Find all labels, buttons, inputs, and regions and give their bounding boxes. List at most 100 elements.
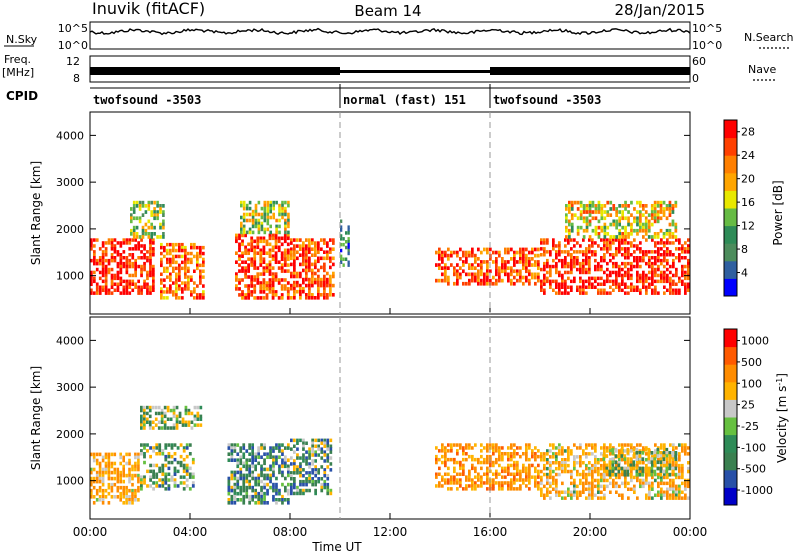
heatmap-cell — [240, 227, 243, 232]
heatmap-cell — [507, 272, 510, 277]
heatmap-cell — [323, 277, 326, 282]
heatmap-cell — [528, 263, 531, 267]
heatmap-cell — [149, 264, 152, 269]
heatmap-cell — [342, 257, 345, 261]
heatmap-cell — [531, 454, 534, 459]
heatmap-cell — [441, 443, 444, 447]
heatmap-cell — [230, 488, 234, 493]
heatmap-cell — [666, 261, 669, 266]
heatmap-cell — [305, 283, 308, 288]
heatmap-cell — [326, 280, 329, 285]
heatmap-cell — [125, 495, 128, 499]
heatmap-cell — [158, 484, 162, 488]
heatmap-cell — [159, 225, 162, 230]
heatmap-cell — [241, 293, 244, 297]
heatmap-cell — [459, 466, 462, 471]
heatmap-cell — [608, 472, 612, 477]
heatmap-cell — [247, 242, 250, 247]
heatmap-cell — [190, 293, 193, 297]
heatmap-cell — [329, 286, 332, 291]
heatmap-cell — [624, 235, 627, 239]
heatmap-cell — [639, 213, 642, 217]
heatmap-cell — [624, 273, 627, 278]
heatmap-cell — [119, 253, 123, 257]
heatmap-cell — [125, 258, 129, 263]
heatmap-cell — [92, 495, 96, 499]
heatmap-cell — [147, 207, 151, 211]
heatmap-cell — [290, 274, 293, 279]
heatmap-cell — [262, 257, 266, 261]
heatmap-cell — [95, 285, 99, 289]
heatmap-cell — [600, 213, 604, 217]
heatmap-cell — [262, 236, 266, 241]
heatmap-cell — [621, 216, 624, 221]
heatmap-cell — [155, 475, 159, 479]
heatmap-cell — [582, 267, 585, 272]
heatmap-cell — [534, 484, 537, 488]
heatmap-cell — [573, 461, 576, 465]
heatmap-cell — [146, 449, 149, 453]
heatmap-cell — [576, 496, 579, 500]
heatmap-cell — [591, 469, 594, 474]
heatmap-cell — [314, 253, 317, 257]
heatmap-cell — [347, 263, 350, 267]
heatmap-cell — [438, 481, 441, 485]
heatmap-cell — [110, 461, 114, 466]
heatmap-cell — [311, 241, 314, 245]
heatmap-cell — [525, 260, 528, 264]
heatmap-cell — [131, 273, 135, 278]
heatmap-cell — [513, 257, 516, 261]
heatmap-cell — [570, 247, 573, 251]
heatmap-cell — [555, 490, 558, 494]
heatmap-cell — [561, 273, 564, 278]
heatmap-cell — [320, 280, 323, 285]
heatmap-cell — [296, 491, 299, 496]
heatmap-cell — [259, 284, 263, 288]
heatmap-cell — [579, 216, 583, 221]
heatmap-cell — [651, 496, 654, 500]
station-title: Inuvik (fitACF) — [92, 0, 205, 18]
heatmap-cell — [588, 461, 591, 465]
heatmap-cell — [579, 270, 582, 275]
heatmap-cell — [498, 463, 501, 468]
heatmap-cell — [558, 466, 561, 471]
heatmap-cell — [311, 247, 314, 251]
heatmap-cell — [617, 454, 621, 458]
heatmap-cell — [660, 493, 663, 497]
heatmap-cell — [140, 270, 143, 275]
heatmap-cell — [618, 461, 621, 465]
heatmap-cell — [561, 282, 564, 286]
heatmap-cell — [256, 251, 260, 255]
heatmap-cell — [131, 495, 134, 499]
heatmap-cell — [122, 495, 125, 499]
heatmap-cell — [247, 257, 250, 261]
heatmap-cell — [639, 291, 642, 295]
heatmap-cell — [293, 450, 296, 454]
heatmap-cell — [137, 498, 140, 502]
heatmap-cell — [522, 266, 525, 270]
heatmap-cell — [687, 261, 690, 266]
heatmap-cell — [687, 282, 690, 286]
heatmap-cell — [588, 279, 591, 284]
x-axis-label: Time UT — [311, 540, 362, 554]
heatmap-cell — [190, 426, 194, 430]
cpid-label: CPID — [6, 89, 38, 103]
heatmap-cell — [675, 446, 678, 450]
heatmap-cell — [101, 279, 105, 284]
heatmap-cell — [236, 461, 240, 466]
freq-band — [90, 67, 690, 75]
heatmap-cell — [152, 472, 155, 476]
heatmap-cell — [161, 466, 165, 471]
heatmap-cell — [657, 475, 660, 480]
colorbar-tick-label: -100 — [741, 441, 766, 454]
heatmap-cell — [254, 488, 257, 493]
heatmap-cell — [329, 250, 332, 254]
heatmap-cell — [281, 215, 284, 220]
heatmap-cell — [326, 482, 330, 487]
heatmap-cell — [567, 469, 570, 474]
heatmap-cell — [235, 287, 238, 291]
heatmap-cell — [510, 472, 513, 476]
heatmap-cell — [681, 279, 684, 284]
heatmap-cell — [280, 254, 284, 258]
heatmap-cell — [284, 498, 287, 502]
